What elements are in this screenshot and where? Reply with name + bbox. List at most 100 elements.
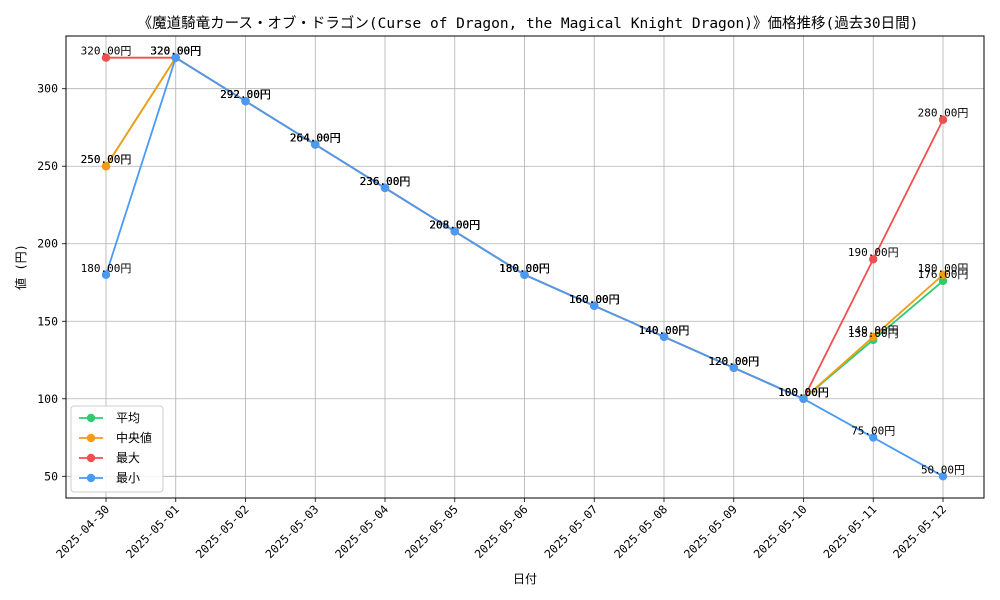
data-label: 160.00円: [569, 293, 620, 306]
data-point: [938, 115, 948, 124]
data-label: 180.00円: [918, 262, 969, 275]
data-label: 180.00円: [499, 262, 550, 275]
data-label: 320.00円: [81, 45, 132, 58]
legend-label: 最小: [116, 471, 140, 485]
data-label: 292.00円: [220, 88, 271, 101]
x-tick-label: 2025-05-01: [123, 502, 182, 561]
data-point: [869, 255, 878, 264]
x-tick-label: 2025-05-03: [263, 502, 322, 561]
data-point: [101, 53, 111, 62]
data-label: 100.00円: [778, 386, 829, 399]
data-label: 236.00円: [360, 175, 411, 188]
data-point: [311, 140, 320, 149]
data-label: 140.00円: [639, 324, 690, 337]
data-label: 292.00円: [220, 88, 271, 101]
data-label: 208.00円: [429, 218, 480, 231]
x-axis-label: 日付: [513, 572, 537, 586]
data-point: [101, 270, 111, 279]
data-point: [520, 270, 529, 279]
data-label: 100.00円: [778, 386, 829, 399]
data-point: [380, 183, 390, 193]
data-point: [938, 472, 948, 481]
data-label: 208.00円: [429, 218, 480, 231]
legend-swatch-marker: [86, 413, 96, 423]
data-point: [450, 227, 459, 236]
data-label: 120.00円: [708, 355, 759, 368]
data-label: 120.00円: [708, 355, 759, 368]
data-label: 138.00円: [848, 327, 899, 340]
data-label: 292.00円: [220, 88, 271, 101]
y-tick-label: 200: [37, 237, 58, 251]
legend-swatch-marker: [86, 453, 96, 463]
data-label: 176.00円: [918, 268, 969, 281]
data-label: 264.00円: [290, 132, 341, 145]
data-label: 160.00円: [569, 293, 620, 306]
data-label: 140.00円: [639, 324, 690, 337]
data-label: 100.00円: [778, 386, 829, 399]
x-tick-label: 2025-05-12: [890, 502, 949, 561]
data-label-layer: 250.00円 320.00円 292.00円 264.00円 236.00円 208.0…: [81, 45, 969, 477]
data-point: [590, 301, 599, 310]
data-point: [938, 270, 948, 279]
data-label: 190.00円: [848, 246, 899, 259]
chart-title: 《魔道騎竜カース・オブ・ドラゴン(Curse of Dragon, the Ma…: [138, 14, 919, 32]
legend-label: 中央値: [116, 430, 152, 445]
y-tick-label: 50: [44, 469, 58, 483]
data-label: 236.00円: [360, 175, 411, 188]
y-tick-label: 300: [37, 82, 58, 96]
x-tick-label: 2025-05-10: [751, 502, 810, 561]
data-label: 100.00円: [778, 386, 829, 399]
data-label: 250.00円: [81, 153, 132, 166]
x-tick-label: 2025-05-05: [402, 502, 461, 561]
legend-label: 平均: [116, 411, 140, 425]
x-tick-label: 2025-05-07: [542, 502, 601, 561]
data-label: 250.00円: [81, 153, 132, 166]
data-point: [869, 433, 878, 442]
x-tick-label: 2025-05-11: [821, 502, 880, 561]
data-point: [171, 53, 180, 62]
x-tick-label: 2025-05-08: [611, 502, 670, 561]
y-tick-label: 150: [37, 314, 58, 328]
data-point: [799, 394, 808, 403]
data-label: 160.00円: [569, 293, 620, 306]
grid-layer: [66, 36, 984, 498]
legend-swatch-marker: [86, 473, 96, 483]
data-label: 236.00円: [360, 175, 411, 188]
data-label: 264.00円: [290, 132, 341, 145]
data-label: 292.00円: [220, 88, 271, 101]
data-label: 320.00円: [150, 45, 201, 58]
data-label: 180.00円: [81, 262, 132, 275]
data-label: 280.00円: [918, 107, 969, 120]
data-point: [241, 96, 250, 106]
x-tick-label: 2025-05-09: [681, 502, 740, 561]
x-tick-label: 2025-05-04: [332, 502, 391, 561]
data-label: 208.00円: [429, 218, 480, 231]
data-label: 140.00円: [639, 324, 690, 337]
data-label: 75.00円: [851, 425, 895, 438]
data-label: 50.00円: [921, 463, 965, 476]
legend-box: [70, 405, 164, 493]
series-layer: [101, 53, 948, 481]
data-label: 120.00円: [708, 355, 759, 368]
legend-label: 最大: [116, 451, 140, 465]
data-label: 180.00円: [499, 262, 550, 275]
data-label: 264.00円: [290, 132, 341, 145]
data-point: [938, 276, 948, 286]
x-tick-label: 2025-05-02: [193, 502, 252, 561]
data-label: 320.00円: [150, 45, 201, 58]
data-point: [869, 332, 878, 341]
x-tick-label: 2025-05-06: [472, 502, 531, 561]
legend-swatch-marker: [86, 433, 96, 443]
y-axis-label: 値 (円): [13, 244, 28, 290]
y-tick-label: 250: [37, 159, 58, 173]
data-point: [101, 162, 111, 171]
data-label: 180.00円: [499, 262, 550, 275]
data-label: 140.00円: [848, 324, 899, 337]
data-label: 208.00円: [429, 218, 480, 231]
data-label: 320.00円: [150, 45, 201, 58]
data-label: 320.00円: [150, 45, 201, 58]
data-point: [729, 363, 738, 372]
